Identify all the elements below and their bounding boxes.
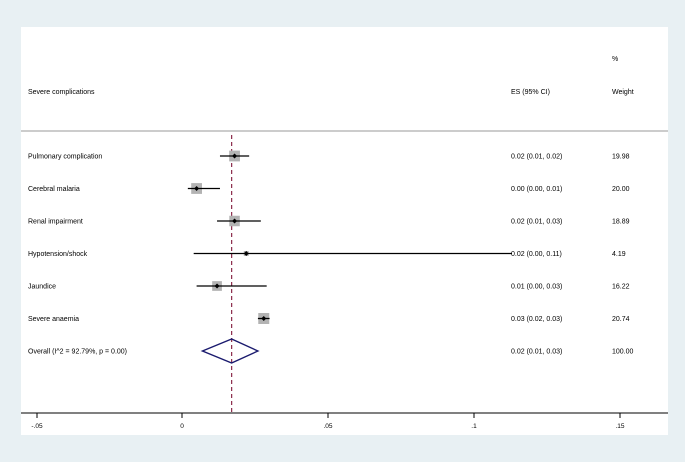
- header-weight-label: Weight: [612, 89, 634, 96]
- overall-label: Overall (I^2 = 92.79%, p = 0.00): [28, 349, 127, 356]
- point-estimate: [232, 218, 238, 224]
- x-tick-label: .15: [615, 423, 624, 430]
- ci-text: 0.03 (0.02, 0.03): [511, 316, 562, 323]
- weight-text: 4.19: [612, 251, 626, 258]
- x-tick-label: .05: [323, 423, 332, 430]
- ci-text: 0.01 (0.00, 0.03): [511, 284, 562, 291]
- overall-weight-text: 100.00: [612, 349, 634, 356]
- point-estimate: [194, 186, 200, 191]
- point-estimate: [232, 153, 238, 159]
- ci-text: 0.02 (0.00, 0.11): [511, 251, 562, 258]
- x-tick-label: -.05: [31, 423, 43, 430]
- x-tick-label: 0: [180, 423, 184, 430]
- study-label: Pulmonary complication: [28, 154, 102, 161]
- point-estimate: [243, 251, 249, 256]
- weight-text: 19.98: [612, 154, 630, 161]
- x-tick-label: .1: [471, 423, 477, 430]
- point-estimate: [214, 283, 220, 289]
- weight-text: 20.74: [612, 316, 630, 323]
- ci-text: 0.02 (0.01, 0.02): [511, 154, 562, 161]
- ci-text: 0.02 (0.01, 0.03): [511, 219, 562, 226]
- weight-text: 16.22: [612, 284, 630, 291]
- weight-text: 20.00: [612, 186, 630, 193]
- plot-area: [21, 27, 668, 435]
- study-label: Cerebral malaria: [28, 186, 80, 193]
- overall-diamond: [200, 338, 260, 364]
- header-study-label: Severe complications: [28, 89, 95, 96]
- point-estimate: [261, 316, 267, 321]
- overall-ci-text: 0.02 (0.01, 0.03): [511, 349, 562, 356]
- ci-text: 0.00 (0.00, 0.01): [511, 186, 562, 193]
- study-label: Jaundice: [28, 284, 56, 291]
- study-label: Severe anaemia: [28, 316, 79, 323]
- study-label: Renal impairment: [28, 219, 83, 226]
- header-es-label: ES (95% CI): [511, 89, 550, 96]
- study-label: Hypotension/shock: [28, 251, 88, 258]
- weight-text: 18.89: [612, 219, 630, 226]
- header-weight-percent: %: [612, 56, 618, 63]
